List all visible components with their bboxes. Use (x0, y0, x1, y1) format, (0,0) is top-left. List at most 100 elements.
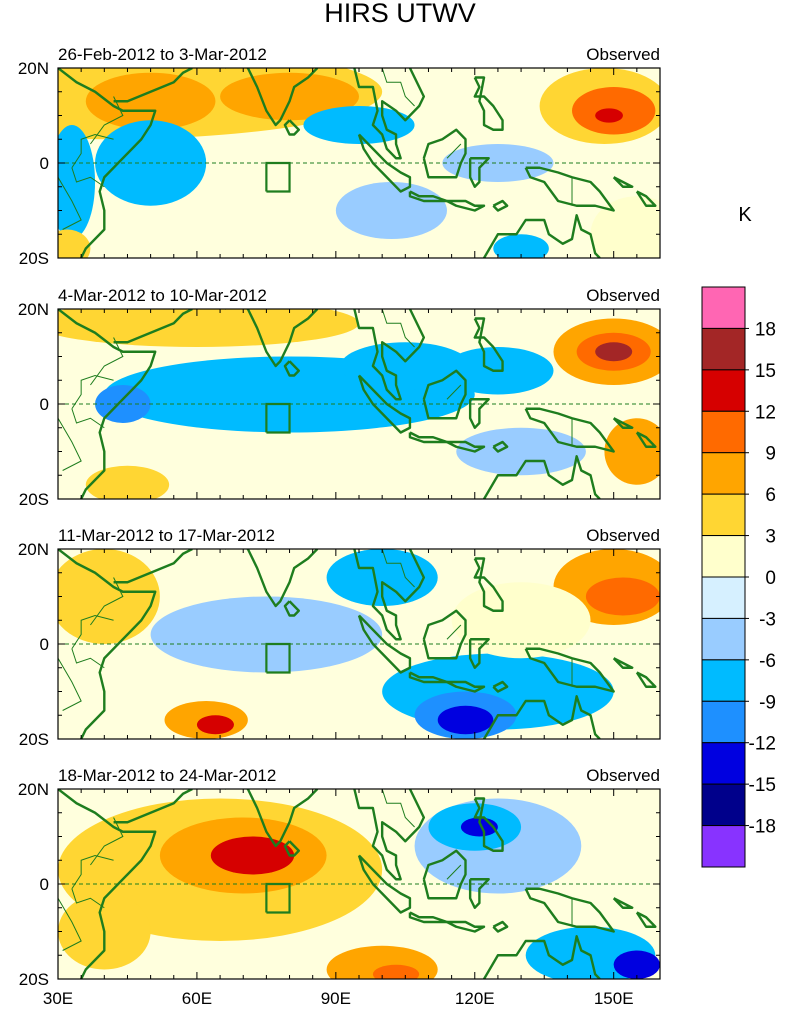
coastline-16 (446, 199, 486, 212)
coastline-10 (473, 797, 504, 852)
panel-label: Observed (586, 45, 660, 64)
lat-label: 20S (19, 970, 49, 989)
coastline-11 (524, 166, 615, 212)
coastline-10 (473, 317, 504, 372)
coastline-9 (468, 157, 490, 188)
border-1 (71, 374, 114, 410)
anomaly-contour-5 (326, 549, 438, 606)
anomaly-contour-3 (210, 836, 295, 875)
coastline-8 (422, 609, 467, 660)
lon-label: 60E (182, 989, 212, 1008)
border-7 (446, 384, 462, 400)
coastline-10 (473, 76, 504, 131)
coastline-3 (224, 68, 319, 127)
colorbar-swatch (701, 659, 746, 702)
coastlines (58, 68, 657, 258)
coastline-1 (58, 309, 157, 499)
colorbar-swatch (701, 617, 746, 661)
coastline-11 (524, 647, 615, 693)
coastline-16 (446, 440, 486, 453)
panel-label: Observed (586, 286, 660, 305)
anomaly-contour-10 (372, 964, 420, 979)
anomaly-field (58, 68, 660, 258)
coastline-16 (446, 680, 486, 693)
lon-label: 120E (455, 989, 495, 1008)
border-2 (71, 167, 105, 188)
lat-label: 0 (40, 875, 49, 894)
panel-label: Observed (586, 766, 660, 785)
coastline-4 (283, 360, 300, 377)
lat-label: 0 (40, 154, 49, 173)
anomaly-contour-11 (85, 465, 170, 499)
colorbar-level-label: 3 (765, 527, 776, 548)
border-7 (446, 624, 462, 640)
coastline-14 (635, 911, 657, 928)
coastline-9 (468, 878, 490, 909)
coastline-14 (635, 190, 657, 207)
coastline-13 (612, 897, 634, 909)
coastline-5 (353, 789, 426, 881)
coastline-7 (408, 911, 449, 924)
border-6 (381, 309, 415, 348)
coastline-13 (612, 657, 634, 669)
colorbar-swatch (701, 576, 746, 619)
border-6 (381, 549, 415, 588)
colorbar-level-label: 6 (765, 485, 776, 506)
colorbar-level-label: 0 (765, 568, 776, 589)
coastline-6 (357, 614, 412, 674)
anomaly-contour-4 (150, 596, 383, 673)
panel-period: 18-Mar-2012 to 24-Mar-2012 (58, 766, 276, 785)
coastline-2 (113, 549, 193, 584)
coastline-14 (635, 671, 657, 688)
panel-label: Observed (586, 526, 660, 545)
anomaly-contour-4 (595, 342, 633, 362)
anomaly-contour-2 (85, 72, 216, 130)
lon-label: 150E (594, 989, 634, 1008)
coastline-16 (446, 920, 486, 933)
colorbar-swatch (701, 369, 746, 412)
colorbar-swatch (701, 535, 746, 578)
coastline-6 (357, 854, 412, 914)
lat-label: 0 (40, 395, 49, 414)
coastline-12 (482, 214, 601, 258)
colorbar: K 18 15 12 9 6 3 0 -3 -6 -9 -12 -15 -18 (701, 204, 776, 868)
coastline-15 (492, 440, 509, 453)
anomaly-field (58, 789, 660, 979)
anomaly-contour-9 (456, 427, 586, 476)
map-panel-1: 26-Feb-2012 to 3-Mar-2012 Observed 20N 0 20S (18, 45, 661, 268)
map-panel-3: 11-Mar-2012 to 17-Mar-2012 Observed 20N 0 20… (18, 526, 661, 749)
border-1 (71, 854, 114, 890)
coastline-10 (473, 557, 504, 612)
coastlines (58, 309, 657, 499)
border-1 (71, 133, 114, 169)
coastline-3 (224, 789, 319, 848)
border-3 (58, 657, 82, 711)
coastline-7 (408, 190, 449, 203)
border-4 (90, 96, 124, 145)
coastline-6 (357, 133, 412, 193)
anomaly-contour-8 (613, 950, 660, 979)
coastline-1 (58, 549, 157, 739)
border-1 (71, 614, 114, 650)
anomaly-contour-8 (58, 125, 96, 239)
coastline-15 (492, 199, 509, 212)
anomaly-contour-8 (437, 705, 494, 735)
region-box (265, 402, 291, 434)
anomaly-contour-12 (335, 182, 447, 239)
colorbar-swatch (701, 410, 746, 454)
colorbar-level-label: -3 (759, 609, 776, 630)
border-3 (58, 417, 82, 471)
border-7 (446, 864, 462, 880)
colorbar-level-label: 18 (755, 319, 776, 340)
anomaly-contour-6 (340, 342, 471, 390)
anomaly-contour-10 (196, 715, 234, 735)
region-box (265, 642, 291, 674)
coastline-8 (422, 128, 467, 179)
coastline-8 (422, 849, 467, 900)
lon-label: 90E (321, 989, 351, 1008)
colorbar-level-label: -18 (749, 817, 776, 838)
region-box (265, 882, 291, 914)
coastline-2 (113, 789, 193, 824)
colorbar-swatch (701, 452, 746, 495)
colorbar-swatch (701, 493, 746, 537)
